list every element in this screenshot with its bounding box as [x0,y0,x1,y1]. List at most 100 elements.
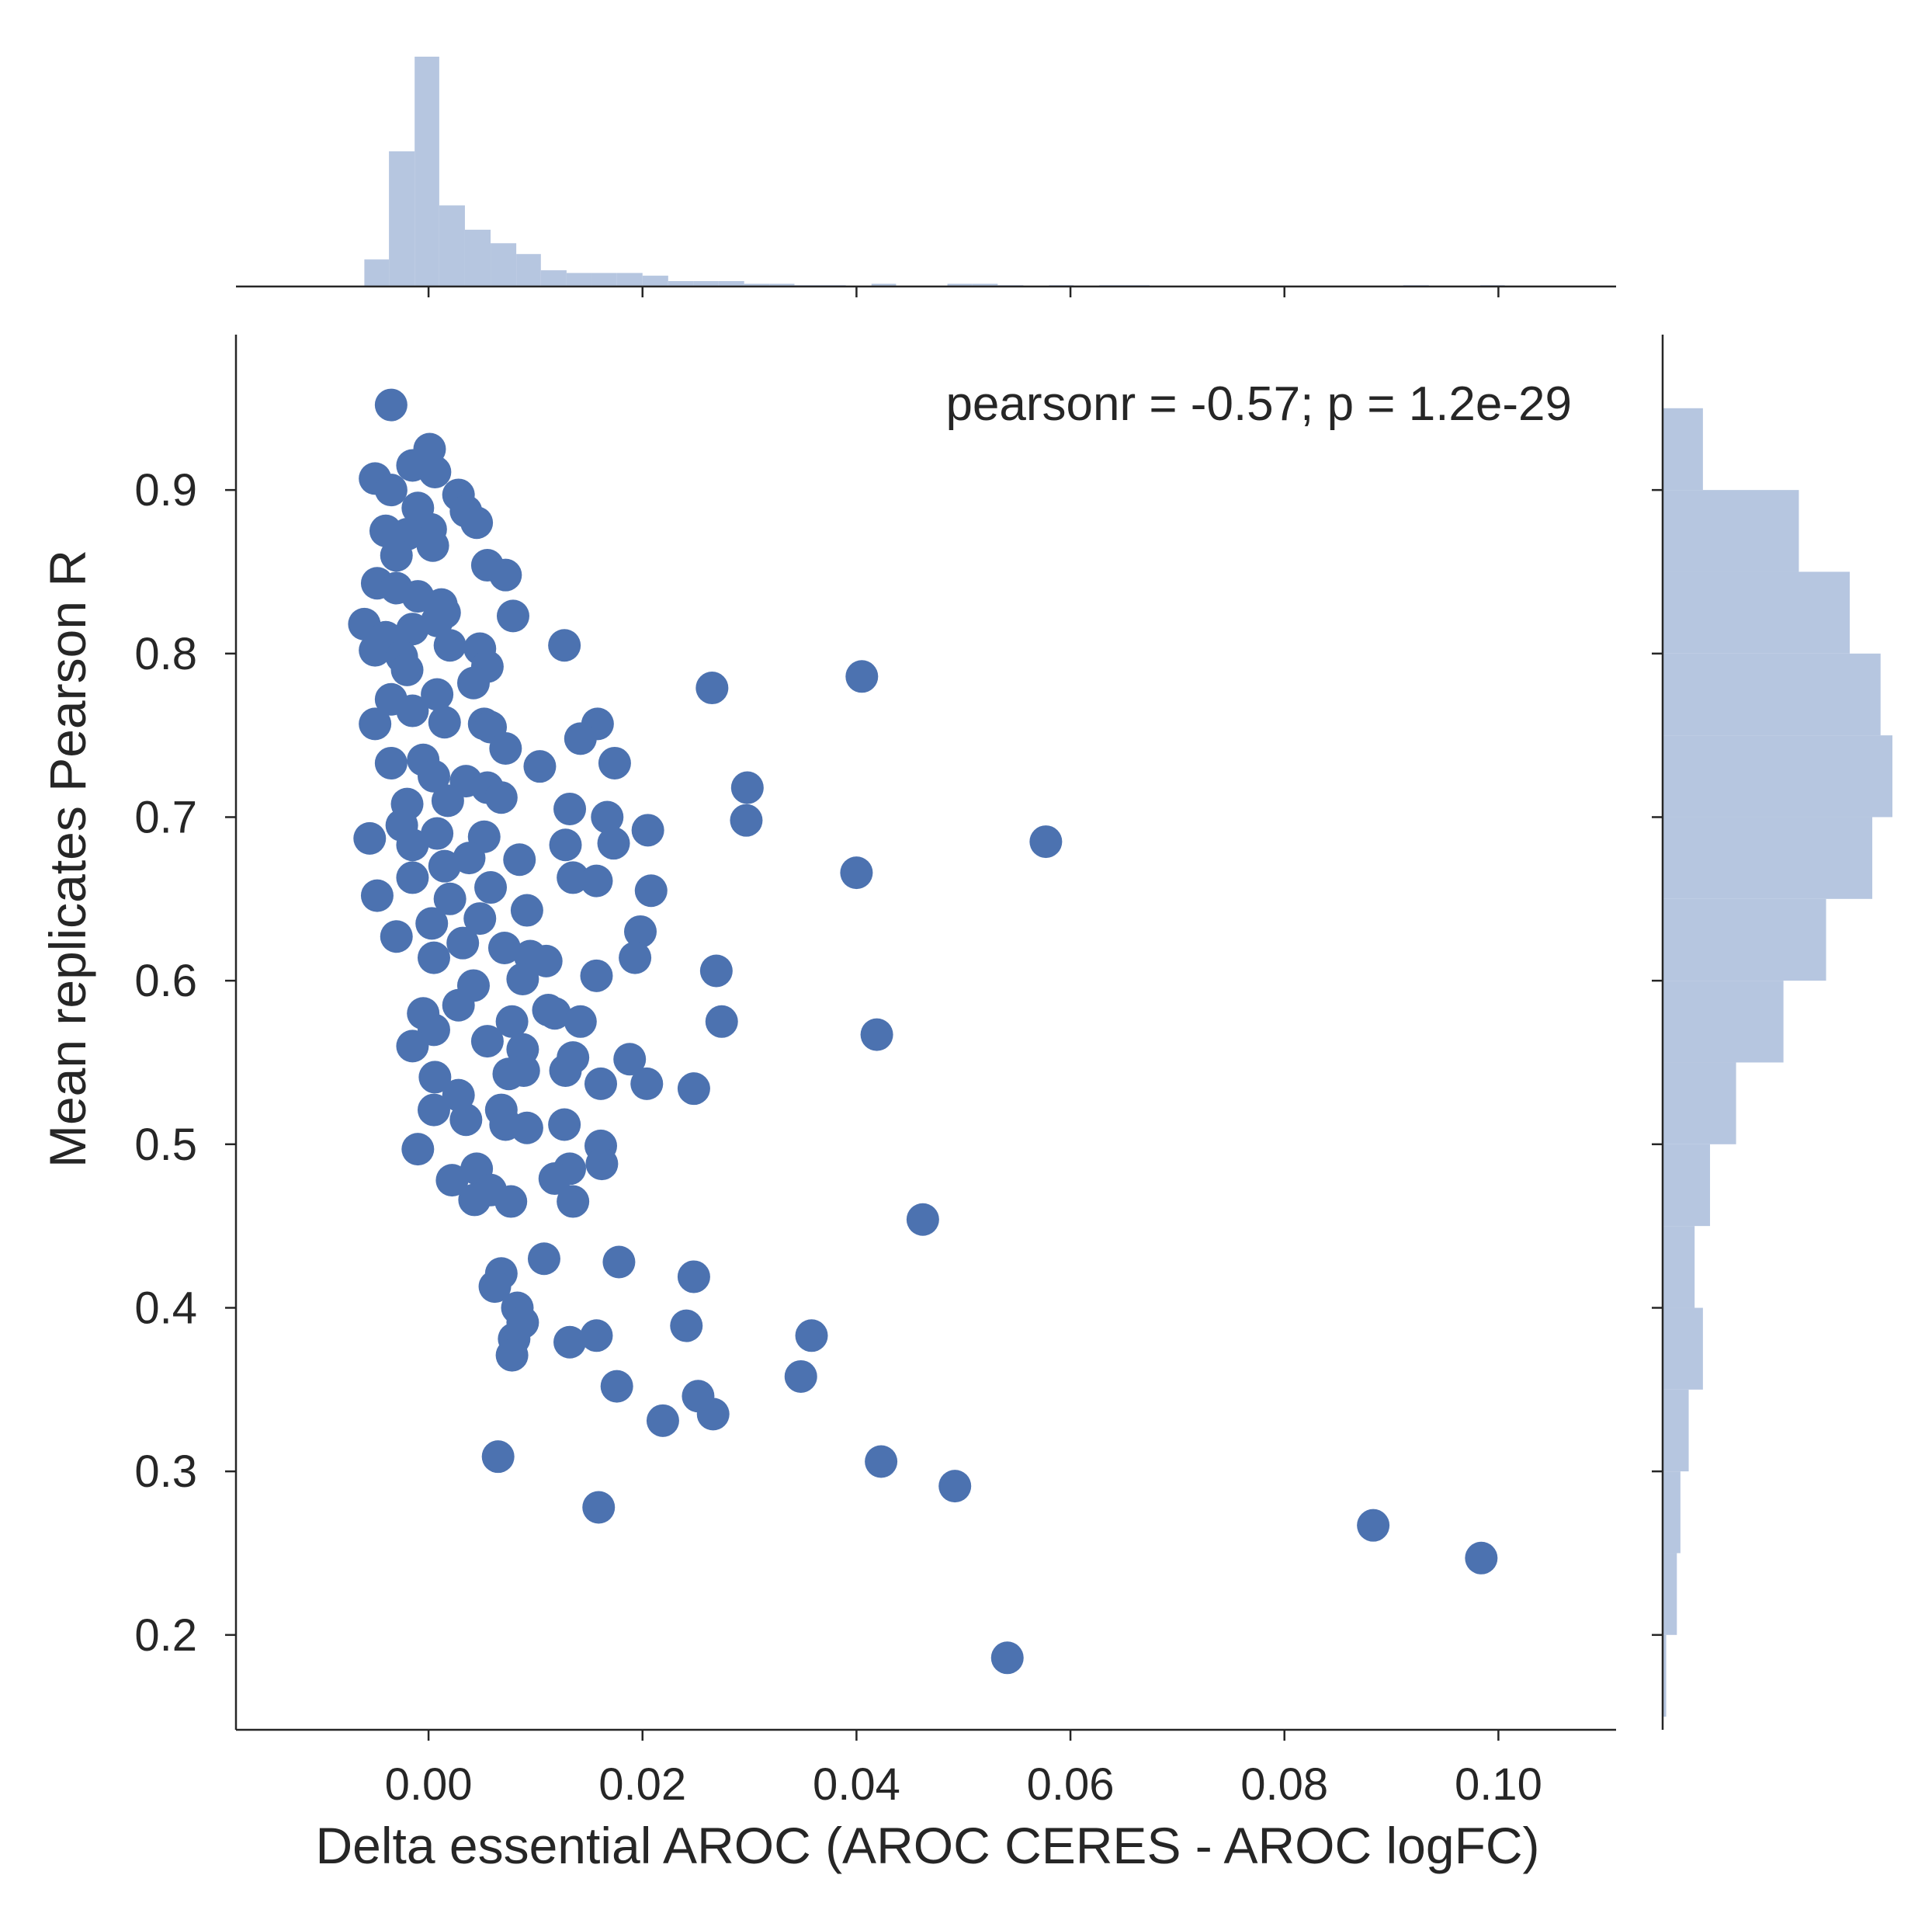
scatter-point [495,1338,529,1372]
scatter-point [510,1111,543,1144]
scatter-point [401,1133,435,1166]
y-tick-label: 0.9 [134,465,197,516]
scatter-point [496,599,529,633]
scatter-point [597,827,630,860]
y-histogram-bar [1663,1226,1695,1308]
scatter-point [453,842,486,875]
scatter-point [433,882,467,915]
x-histogram-bar [616,273,643,286]
scatter-point [529,944,563,977]
scatter-point [580,864,613,898]
scatter-point [417,1093,450,1127]
scatter-point [433,629,467,662]
scatter-point [417,759,450,793]
scatter-point [1357,1509,1390,1542]
scatter-point [591,800,624,834]
scatter-point [489,558,522,592]
x-tick-label: 0.00 [385,1759,473,1810]
x-histogram-bar [414,57,439,286]
scatter-point [600,1370,633,1403]
scatter-point [585,1148,619,1181]
scatter-point [510,894,543,927]
scatter-point [677,1072,710,1106]
x-histogram-bar [566,273,592,286]
scatter-point [860,1018,893,1051]
scatter-point [670,1309,703,1342]
scatter-point [582,1491,616,1524]
scatter-point [549,1054,582,1088]
scatter-point [538,1162,571,1196]
scatter-point [584,1067,617,1100]
x-histogram-bar [439,205,465,286]
scatter-point [613,1043,647,1076]
y-axis-label: Mean replicates Pearson R [39,550,96,1168]
scatter-point [602,1245,636,1279]
scatter-point [705,1005,738,1038]
x-histogram-bar [972,283,998,286]
scatter-point [492,1057,525,1091]
scatter-point [460,506,494,540]
x-histogram-bar [947,283,973,286]
scatter-point [646,1404,679,1437]
scatter-point [478,1270,512,1304]
scatter-point [557,1185,590,1218]
scatter-point [446,926,480,960]
y-histogram-bar [1663,1307,1703,1390]
x-histogram-bar [693,281,719,286]
scatter-point [374,388,408,422]
scatter-point [458,1183,491,1217]
scatter-point [630,1067,664,1100]
x-tick-label: 0.06 [1027,1759,1115,1810]
scatter-point [553,792,587,825]
annotation: pearsonr = -0.57; p = 1.2e-29 [945,377,1572,431]
x-histogram-bar [668,281,694,286]
scatter-point [360,879,394,912]
scatter-point [380,920,413,953]
scatter-point [359,634,392,667]
scatter-point [865,1445,898,1478]
y-histogram-bar [1663,1634,1667,1717]
scatter-point [580,959,613,992]
y-histogram-bar [1663,1553,1677,1635]
scatter-point [494,1185,528,1218]
scatter-point [417,941,450,974]
tick-labels: 0.00 0.02 0.04 0.06 0.08 0.10 0.2 0.3 0.4 0.5 0.6 0… [134,465,1542,1810]
x-histogram-bar [591,273,617,286]
scatter-point [442,1078,475,1112]
scatter-point [631,814,664,847]
scatter-point [415,907,449,940]
x-histogram-bar [516,254,541,286]
y-histogram-bar [1663,490,1799,572]
scatter-point [396,861,429,894]
x-histogram-bar [642,276,668,286]
x-histogram-bar [491,243,517,286]
scatter-point [795,1319,828,1352]
scatter-point [481,1440,515,1474]
y-histogram-bar [1663,817,1873,899]
x-marginal-histogram [236,57,1616,297]
scatter-point [699,954,733,988]
scatter-points [348,388,1498,1675]
scatter-point [435,1164,469,1197]
axes [225,335,1616,1741]
x-axis-label: Delta essential AROC (AROC CERES - AROC … [315,1817,1539,1874]
y-tick-label: 0.6 [134,956,197,1006]
scatter-point [489,731,522,765]
scatter-point [695,672,729,705]
scatter-point [428,849,461,883]
scatter-point [374,746,408,779]
scatter-point [623,915,657,948]
scatter-point [456,666,490,700]
y-histogram-bar [1663,1144,1711,1227]
scatter-point [548,629,581,662]
scatter-point [938,1470,972,1503]
y-histogram-bar [1663,1471,1681,1554]
scatter-point [487,932,521,965]
scatter-point [503,843,536,877]
scatter-point [396,828,429,862]
scatter-point [696,1398,730,1431]
y-histogram-bar [1663,981,1784,1063]
x-histogram-bar [389,151,415,286]
y-histogram-bar [1663,571,1850,654]
